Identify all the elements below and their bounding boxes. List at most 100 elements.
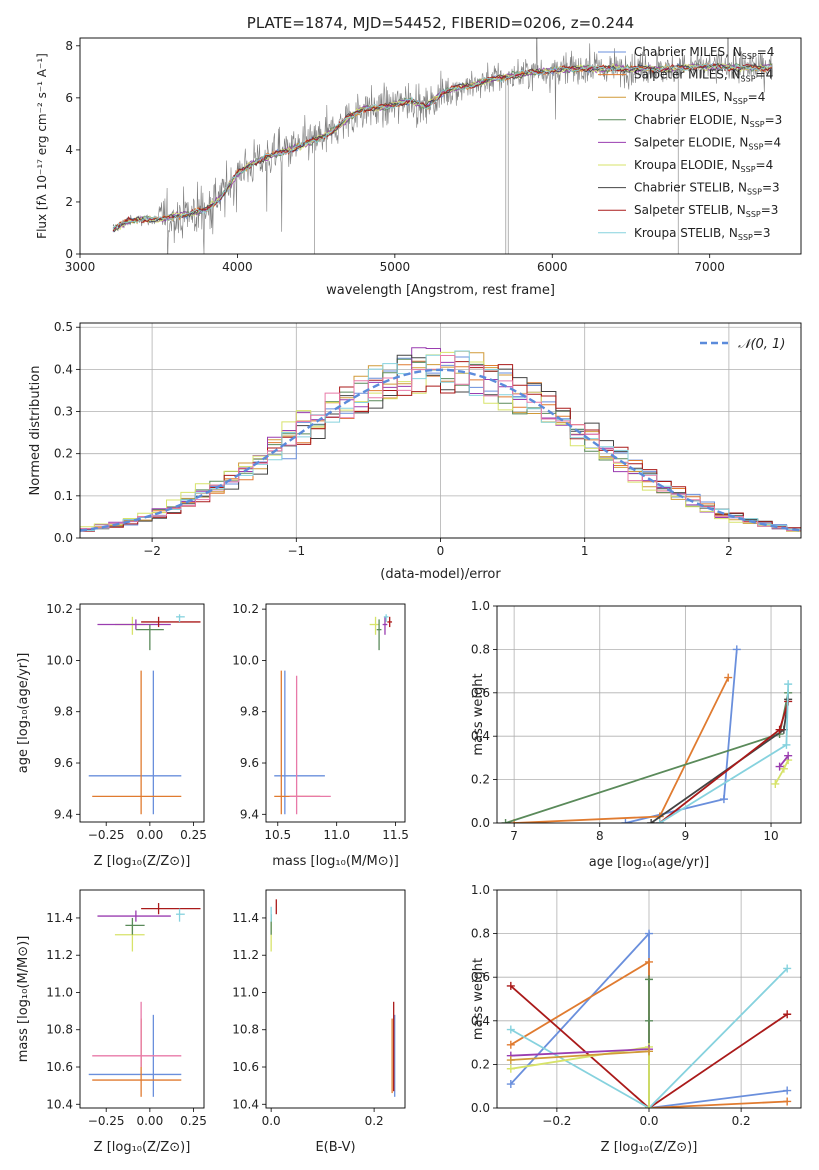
legend-text: Kroupa STELIB, N <box>634 226 738 240</box>
data-spectrum-line <box>112 38 773 254</box>
legend-entry: Chabrier MILES, NSSP=4 <box>634 45 774 61</box>
model-spectrum-line <box>112 63 772 230</box>
x-tick-label: 2 <box>725 544 733 558</box>
weight-series-line <box>659 701 790 823</box>
legend-text: Kroupa ELODIE, N <box>634 158 741 172</box>
y-tick-label: 9.6 <box>240 756 259 770</box>
legend-entry: Chabrier STELIB, NSSP=3 <box>634 181 780 197</box>
y-tick-label: 10.2 <box>46 602 73 616</box>
plus-marker <box>783 1010 792 1019</box>
x-tick-label: 7000 <box>694 260 725 274</box>
weight-series-line <box>510 1048 650 1057</box>
x-axis-label: (data-model)/error <box>380 567 501 582</box>
x-axis-label: age [log₁₀(age/yr)] <box>589 855 710 870</box>
y-tick-label: 9.8 <box>54 705 73 719</box>
y-tick-label: 1.0 <box>471 883 490 897</box>
y-tick-label: 0.4 <box>54 362 73 376</box>
y-tick-label: 0.8 <box>471 927 490 941</box>
weight_age-grid <box>497 605 801 824</box>
legend-tail: =4 <box>763 135 781 149</box>
plus-marker <box>506 1056 515 1065</box>
plus-marker <box>506 1064 515 1073</box>
y-tick-label: 10.4 <box>232 1097 259 1111</box>
legend-subscript: SSP <box>746 210 761 219</box>
y-axis-label: mass [log₁₀(M/M⊙)] <box>16 936 31 1063</box>
y-tick-label: 8 <box>65 39 73 53</box>
axes-frame <box>79 322 802 539</box>
y-tick-label: 0.5 <box>54 320 73 334</box>
y-tick-label: 0.6 <box>471 970 490 984</box>
y-tick-label: 0 <box>65 247 73 261</box>
y-tick-label: 10.2 <box>232 602 259 616</box>
legend-subscript: SSP <box>748 142 763 151</box>
plus-marker <box>783 964 792 973</box>
x-tick-label: 11.5 <box>382 828 409 842</box>
plus-marker <box>501 819 510 823</box>
y-tick-label: 11.0 <box>46 985 73 999</box>
y-tick-label: 1.0 <box>471 599 490 613</box>
x-tick-label: 0.2 <box>365 1114 384 1128</box>
legend-text: Chabrier STELIB, N <box>634 181 747 195</box>
y-tick-label: 6 <box>65 91 73 105</box>
legend-tail: =3 <box>765 113 783 127</box>
legend-entry: Kroupa MILES, NSSP=4 <box>634 90 765 106</box>
plus-marker <box>645 1047 653 1056</box>
axes-frame <box>265 603 406 823</box>
legend-entry: 𝒩(0, 1) <box>738 337 785 352</box>
y-tick-label: 11.0 <box>232 985 259 999</box>
y-tick-label: 9.6 <box>54 756 73 770</box>
legend-text: Salpeter STELIB, N <box>634 203 746 217</box>
data-point <box>141 616 201 628</box>
y-tick-label: 10.6 <box>232 1060 259 1074</box>
legend-text: Salpeter MILES, N <box>634 68 741 82</box>
legend-entry: Kroupa STELIB, NSSP=3 <box>634 226 771 242</box>
legend-subscript: SSP <box>733 97 748 106</box>
y-tick-label: 0.2 <box>54 447 73 461</box>
x-tick-label: 0.00 <box>136 1114 163 1128</box>
weight-series-line <box>505 692 790 823</box>
legend-entry: Salpeter STELIB, NSSP=3 <box>634 203 778 219</box>
chart-title: PLATE=1874, MJD=54452, FIBERID=0206, z=0… <box>247 14 634 32</box>
model-spectrum-line <box>112 63 772 232</box>
x-tick-label: 10.5 <box>264 828 291 842</box>
y-tick-label: 0.6 <box>471 686 490 700</box>
y-tick-label: 0.0 <box>54 531 73 545</box>
legend-text: Chabrier ELODIE, N <box>634 113 750 127</box>
legend-subscript: SSP <box>742 52 757 61</box>
plus-marker <box>647 819 656 823</box>
x-tick-label: −0.25 <box>88 1114 125 1128</box>
plus-marker <box>506 1025 515 1034</box>
plus-marker <box>724 673 733 682</box>
plus-marker <box>782 740 791 749</box>
data-point <box>382 616 388 635</box>
y-axis-label: Flux [fλ 10⁻¹⁷ erg cm⁻² s⁻¹ A⁻¹] <box>35 53 49 239</box>
y-tick-label: 9.4 <box>240 807 259 821</box>
y-tick-label: 0.1 <box>54 489 73 503</box>
age_Z-panel: −0.25 0.00 0.25 9.4 9.6 9.8 10.0 10.2 Z [log₁₀(Z… <box>16 602 207 869</box>
x-tick-label: 7 <box>510 829 518 843</box>
data-point <box>274 670 325 815</box>
legend-tail: =3 <box>761 203 779 217</box>
data-point <box>92 670 182 815</box>
y-tick-label: 11.4 <box>232 911 259 925</box>
x-tick-label: 6000 <box>537 260 568 274</box>
y-tick-label: 10.0 <box>232 653 259 667</box>
legend-subscript: SSP <box>738 233 753 242</box>
data-point <box>387 616 393 628</box>
legend-entry: Chabrier ELODIE, NSSP=3 <box>634 113 782 129</box>
data-point <box>176 908 185 922</box>
y-axis-label: age [log₁₀(age/yr)] <box>16 653 31 774</box>
y-tick-label: 0.4 <box>471 1014 490 1028</box>
x-tick-label: 9 <box>682 829 690 843</box>
x-axis-label: mass [log₁₀(M/M⊙)] <box>272 854 399 869</box>
weight-series-line <box>650 699 790 823</box>
plus-marker <box>645 975 653 984</box>
plus-marker <box>784 680 793 689</box>
x-tick-label: 0 <box>437 544 445 558</box>
weight-series-line <box>510 967 788 1108</box>
y-tick-label: 0.0 <box>471 816 490 830</box>
x-tick-label: −0.2 <box>542 1114 571 1128</box>
histogram-series <box>80 351 801 533</box>
